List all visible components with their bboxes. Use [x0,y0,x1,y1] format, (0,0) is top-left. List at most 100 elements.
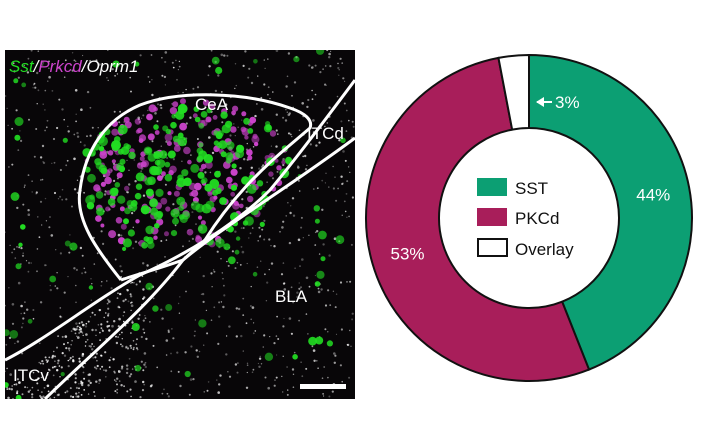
cell-dot [136,348,139,351]
cell-dot [262,346,265,348]
cell-dot [49,288,52,292]
cell-dot [42,64,44,66]
cell-dot [128,375,132,378]
cell-dot [69,242,78,251]
legend-label-overlay: Overlay [515,240,574,259]
cell-dot [142,262,145,265]
cell-dot [96,359,98,362]
cell-dot [257,240,259,242]
cell-dot [243,117,251,125]
cell-dot [234,267,237,270]
cell-dot [262,164,265,167]
cell-dot [118,317,121,321]
cell-dot [117,325,120,328]
cell-dot [283,282,286,285]
cell-dot [34,86,37,89]
cell-dot [222,305,225,309]
cell-dot [126,367,129,371]
cell-dot [275,113,278,116]
cell-dot [250,81,254,85]
cell-dot [75,120,77,123]
cell-dot [276,315,278,318]
cell-dot [19,130,21,132]
cell-dot [132,340,135,342]
cell-dot [146,264,149,267]
cell-dot [11,303,15,306]
cell-dot [104,369,108,372]
cell-dot [259,235,262,237]
cell-dot [101,365,104,368]
cell-dot [39,342,41,345]
cell-dot [80,382,83,385]
cell-dot [82,366,85,369]
cell-dot [199,167,204,172]
cell-dot [258,365,261,368]
cell-dot [152,305,159,312]
cell-dot [16,245,18,248]
cell-dot [20,312,22,315]
cell-dot [98,309,101,312]
cell-dot [6,388,9,390]
cell-dot [251,306,255,309]
cell-dot [68,350,70,352]
cell-dot [93,366,96,369]
cell-dot [136,338,138,341]
cell-dot [123,320,125,323]
cell-dot [74,377,77,380]
cell-dot [304,168,308,171]
cell-dot [117,305,120,309]
cell-dot [135,129,141,134]
cell-dot [83,377,86,380]
cell-dot [103,397,106,399]
cell-dot [264,273,266,276]
cell-dot [106,302,109,305]
cell-dot [172,66,175,69]
cell-dot [293,81,297,84]
cell-dot [163,388,165,391]
cell-dot [208,136,211,139]
cell-dot [11,385,14,387]
cell-dot [21,352,24,355]
cell-dot [59,315,62,318]
cell-dot [336,95,339,98]
cell-dot [273,384,276,387]
cell-dot [299,265,301,267]
cell-dot [117,292,119,294]
cell-dot [119,292,122,296]
cell-dot [177,370,180,373]
cell-dot [5,382,9,388]
cell-dot [129,76,131,79]
cell-dot [157,175,163,181]
cell-dot [269,336,271,338]
cell-dot [162,125,169,132]
cell-dot [342,150,345,153]
cell-dot [324,304,328,307]
cell-dot [137,317,140,320]
cell-dot [44,129,46,132]
cell-dot [165,239,168,241]
cell-dot [226,176,233,184]
cell-dot [314,244,317,246]
cell-dot [147,153,156,162]
cell-dot [116,297,119,299]
cell-dot [10,388,13,391]
cell-dot [51,356,54,359]
cell-dot [99,331,101,334]
cell-dot [316,270,325,279]
cell-dot [220,258,222,260]
cell-dot [71,69,74,72]
cell-dot [87,320,90,323]
cell-dot [171,328,173,330]
cell-dot [26,71,30,74]
cell-dot [151,93,154,97]
cell-dot [321,377,324,380]
cell-dot [335,293,338,295]
cell-dot [144,317,147,320]
cell-dot [270,245,272,247]
cell-dot [187,271,190,273]
cell-dot [271,177,275,180]
cell-dot [32,87,34,89]
cell-dot [23,312,26,315]
cell-dot [113,179,116,182]
cell-dot [111,68,114,71]
